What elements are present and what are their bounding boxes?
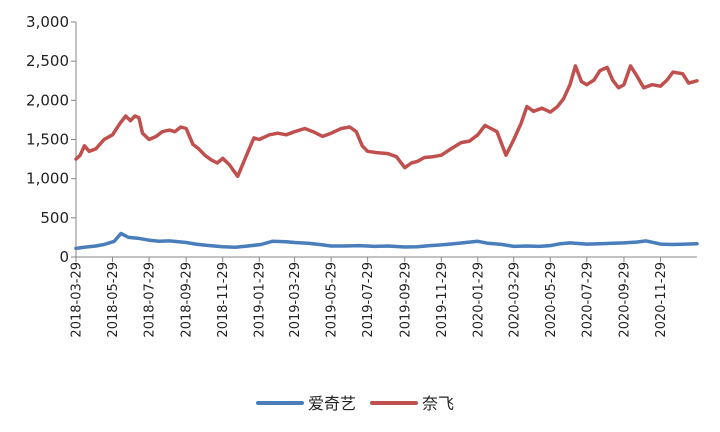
x-tick-label: 2019-05-29 — [325, 262, 340, 338]
legend: 爱奇艺 奈飞 — [256, 394, 454, 413]
x-tick-label: 2018-05-29 — [106, 262, 121, 338]
x-tick-label: 2018-11-29 — [216, 262, 231, 338]
y-tick-label: 1,500 — [26, 131, 69, 149]
x-tick-label: 2018-03-29 — [70, 262, 85, 338]
x-tick-label: 2018-09-29 — [180, 262, 195, 338]
x-axis: 2018-03-29 2018-05-29 2018-07-29 2018-09-29… — [70, 256, 697, 338]
legend-label-2: 奈飞 — [422, 394, 454, 413]
series-line-2 — [74, 64, 699, 179]
x-tick-label: 2020-09-29 — [617, 262, 632, 338]
y-axis: 0 500 1,000 1,500 2,000 2,500 3,000 — [26, 13, 77, 266]
x-tick-label: 2020-05-29 — [544, 262, 559, 338]
x-tick-label: 2020-03-29 — [507, 262, 522, 338]
x-tick-label: 2019-01-29 — [253, 262, 268, 338]
x-tick-label: 2019-11-29 — [435, 262, 450, 338]
x-tick-label: 2019-03-29 — [288, 262, 303, 338]
y-tick-label: 1,000 — [26, 170, 69, 188]
x-tick-label: 2019-09-29 — [398, 262, 413, 338]
y-tick-label: 2,000 — [26, 91, 69, 109]
x-tick-label: 2020-07-29 — [580, 262, 595, 338]
x-tick-label: 2020-11-29 — [654, 262, 669, 338]
legend-label-1: 爱奇艺 — [308, 394, 356, 413]
series-line-1 — [74, 231, 699, 251]
x-tick-label: 2019-07-29 — [361, 262, 376, 338]
y-tick-label: 500 — [40, 209, 69, 227]
y-tick-label: 3,000 — [26, 13, 69, 31]
x-tick-label: 2018-07-29 — [143, 262, 158, 338]
x-tick-label: 2020-01-29 — [471, 262, 486, 338]
series-layer — [74, 64, 699, 251]
y-tick-label: 0 — [59, 248, 69, 266]
y-tick-label: 2,500 — [26, 52, 69, 70]
